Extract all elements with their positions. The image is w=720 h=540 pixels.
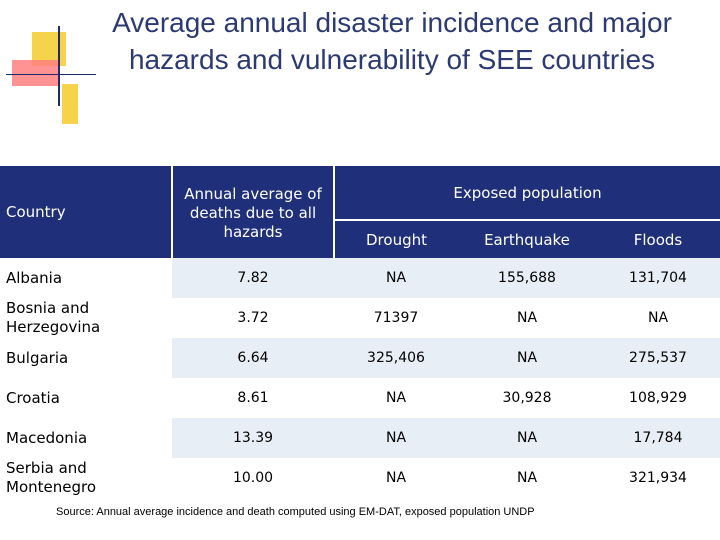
row-earthquake: NA	[458, 458, 596, 498]
table-row: Bulgaria 6.64 325,406 NA 275,537	[0, 338, 720, 378]
row-country: Serbia and Montenegro	[0, 458, 172, 498]
row-drought: 325,406	[334, 338, 458, 378]
header-earthquake: Earthquake	[458, 219, 596, 258]
row-country: Bosnia and Herzegovina	[0, 298, 172, 338]
table-row: Serbia and Montenegro 10.00 NA NA 321,93…	[0, 458, 720, 498]
logo-vertical-line	[58, 26, 60, 106]
row-floods: 108,929	[596, 378, 720, 418]
logo-horizontal-line	[6, 74, 96, 75]
row-earthquake: 155,688	[458, 258, 596, 298]
row-earthquake: NA	[458, 418, 596, 458]
row-drought: NA	[334, 418, 458, 458]
data-table: Country Annual average of deaths due to …	[0, 166, 720, 498]
row-deaths: 6.64	[172, 338, 334, 378]
row-country: Albania	[0, 258, 172, 298]
table-row: Albania 7.82 NA 155,688 131,704	[0, 258, 720, 298]
row-earthquake: 30,928	[458, 378, 596, 418]
row-earthquake: NA	[458, 298, 596, 338]
row-floods: 275,537	[596, 338, 720, 378]
row-drought: NA	[334, 378, 458, 418]
table-row: Bosnia and Herzegovina 3.72 71397 NA NA	[0, 298, 720, 338]
source-note: Source: Annual average incidence and dea…	[56, 506, 535, 518]
row-country: Macedonia	[0, 418, 172, 458]
row-floods: 321,934	[596, 458, 720, 498]
row-floods: NA	[596, 298, 720, 338]
row-drought: NA	[334, 258, 458, 298]
title-line-2: hazards and vulnerability of SEE countri…	[128, 44, 656, 75]
row-earthquake: NA	[458, 338, 596, 378]
row-drought: 71397	[334, 298, 458, 338]
row-country: Bulgaria	[0, 338, 172, 378]
header-deaths: Annual average of deaths due to all haza…	[171, 166, 334, 258]
row-deaths: 8.61	[172, 378, 334, 418]
title-line-1: Average annual disaster incidence and ma…	[112, 7, 672, 38]
header-floods: Floods	[596, 219, 720, 258]
row-deaths: 13.39	[172, 418, 334, 458]
table-row: Macedonia 13.39 NA NA 17,784	[0, 418, 720, 458]
slide-title: Average annual disaster incidence and ma…	[68, 4, 716, 78]
row-floods: 17,784	[596, 418, 720, 458]
row-drought: NA	[334, 458, 458, 498]
row-deaths: 10.00	[172, 458, 334, 498]
header-country: Country	[0, 166, 172, 258]
row-country: Croatia	[0, 378, 172, 418]
row-deaths: 7.82	[172, 258, 334, 298]
logo-red-square	[12, 60, 60, 86]
row-floods: 131,704	[596, 258, 720, 298]
header-drought: Drought	[333, 219, 458, 258]
logo-yellow-bar	[62, 84, 78, 124]
table-row: Croatia 8.61 NA 30,928 108,929	[0, 378, 720, 418]
row-deaths: 3.72	[172, 298, 334, 338]
header-exposed-population: Exposed population	[333, 166, 720, 220]
